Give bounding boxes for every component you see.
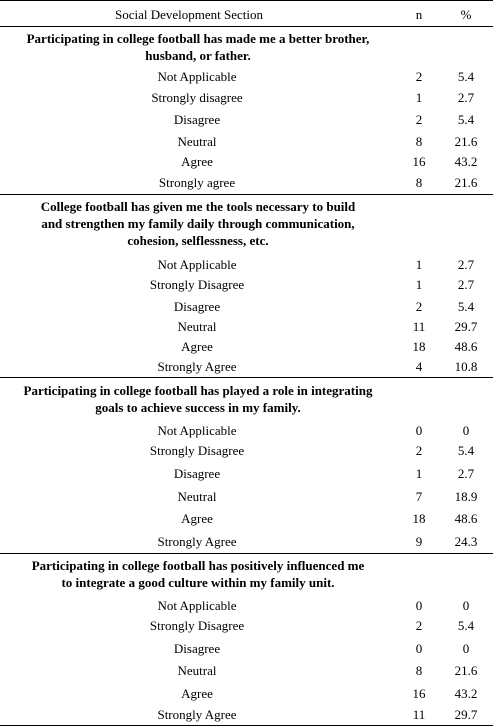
q4-row-pct: 0 bbox=[462, 598, 470, 613]
q1-row-pct: 5.4 bbox=[457, 69, 475, 84]
q3-row-n: 9 bbox=[415, 534, 423, 549]
q3-row-pct: 0 bbox=[462, 423, 470, 438]
q2-row-pct: 2.7 bbox=[457, 277, 475, 292]
q2-row-n: 4 bbox=[415, 359, 423, 374]
q2-row-label: Agree bbox=[181, 339, 213, 354]
q3-row-n: 1 bbox=[415, 466, 423, 481]
q1-row-label: Not Applicable bbox=[157, 69, 237, 84]
n-column-header: n bbox=[415, 7, 423, 22]
q1-row-n: 1 bbox=[415, 90, 423, 105]
q4-row-label: Disagree bbox=[173, 641, 221, 656]
q4-row-label: Neutral bbox=[177, 663, 217, 678]
q2-row-pct: 48.6 bbox=[454, 339, 478, 354]
question-2-line-2: and strengthen my family daily through c… bbox=[41, 216, 355, 231]
q1-row-pct: 43.2 bbox=[454, 154, 478, 169]
pct-column-header: % bbox=[460, 7, 472, 22]
q3-row-pct: 18.9 bbox=[454, 489, 478, 504]
q2-row-pct: 10.8 bbox=[454, 359, 478, 374]
question-2-line-3: cohesion, selflessness, etc. bbox=[127, 233, 269, 248]
q2-row-n: 2 bbox=[415, 299, 423, 314]
q3-row-n: 2 bbox=[415, 443, 423, 458]
q1-row-label: Agree bbox=[181, 154, 213, 169]
q2-row-pct: 29.7 bbox=[454, 319, 478, 334]
bottom-border bbox=[0, 725, 493, 726]
q3-row-label: Neutral bbox=[177, 489, 217, 504]
q4-row-label: Not Applicable bbox=[157, 598, 237, 613]
q4-row-n: 0 bbox=[415, 641, 423, 656]
q2-row-n: 1 bbox=[415, 257, 423, 272]
question-1-text: Participating in college football has ma… bbox=[0, 30, 396, 64]
q3-row-label: Not Applicable bbox=[157, 423, 237, 438]
question-4-line-1: Participating in college football has po… bbox=[31, 558, 365, 573]
top-border bbox=[0, 0, 493, 1]
q2-row-pct: 5.4 bbox=[457, 299, 475, 314]
q1-row-pct: 5.4 bbox=[457, 112, 475, 127]
q4-row-pct: 29.7 bbox=[454, 707, 478, 722]
q3-row-n: 7 bbox=[415, 489, 423, 504]
q4-row-pct: 43.2 bbox=[454, 686, 478, 701]
q4-row-label: Strongly Disagree bbox=[149, 618, 245, 633]
q1-row-label: Disagree bbox=[173, 112, 221, 127]
q2-row-label: Strongly Disagree bbox=[149, 277, 245, 292]
q4-row-n: 8 bbox=[415, 663, 423, 678]
question-2-text: College football has given me the tools … bbox=[0, 198, 396, 249]
q3-row-label: Strongly Agree bbox=[157, 534, 237, 549]
q4-row-pct: 0 bbox=[462, 641, 470, 656]
q1-row-n: 8 bbox=[415, 175, 423, 190]
q4-row-label: Strongly Agree bbox=[157, 707, 237, 722]
q1-row-n: 8 bbox=[415, 134, 423, 149]
q4-row-n: 16 bbox=[412, 686, 426, 701]
q1-row-n: 2 bbox=[415, 69, 423, 84]
question-3-text: Participating in college football has pl… bbox=[0, 382, 396, 416]
q1-row-label: Neutral bbox=[177, 134, 217, 149]
q2-row-label: Disagree bbox=[173, 299, 221, 314]
q3-row-pct: 5.4 bbox=[457, 443, 475, 458]
header-divider bbox=[0, 26, 493, 27]
group-divider bbox=[0, 194, 493, 195]
q4-row-pct: 5.4 bbox=[457, 618, 475, 633]
q4-row-n: 11 bbox=[412, 707, 426, 722]
q3-row-label: Disagree bbox=[173, 466, 221, 481]
q2-row-label: Not Applicable bbox=[157, 257, 237, 272]
q1-row-n: 2 bbox=[415, 112, 423, 127]
q4-row-n: 0 bbox=[415, 598, 423, 613]
q3-row-label: Strongly Disagree bbox=[149, 443, 245, 458]
q3-row-label: Agree bbox=[181, 511, 213, 526]
question-4-line-2: to integrate a good culture within my fa… bbox=[61, 575, 335, 590]
q4-row-n: 2 bbox=[415, 618, 423, 633]
q2-row-pct: 2.7 bbox=[457, 257, 475, 272]
q4-row-label: Agree bbox=[181, 686, 213, 701]
q3-row-pct: 24.3 bbox=[454, 534, 478, 549]
question-1-line-1: Participating in college football has ma… bbox=[26, 31, 370, 46]
q2-row-n: 1 bbox=[415, 277, 423, 292]
q2-row-n: 18 bbox=[412, 339, 426, 354]
question-3-line-2: goals to achieve success in my family. bbox=[95, 400, 301, 415]
question-4-text: Participating in college football has po… bbox=[0, 557, 396, 591]
q1-row-label: Strongly agree bbox=[158, 175, 236, 190]
q1-row-pct: 2.7 bbox=[457, 90, 475, 105]
q3-row-n: 18 bbox=[412, 511, 426, 526]
q3-row-pct: 2.7 bbox=[457, 466, 475, 481]
group-divider bbox=[0, 553, 493, 554]
q1-row-pct: 21.6 bbox=[454, 134, 478, 149]
q3-row-n: 0 bbox=[415, 423, 423, 438]
q4-row-pct: 21.6 bbox=[454, 663, 478, 678]
question-2-line-1: College football has given me the tools … bbox=[40, 199, 356, 214]
q1-row-pct: 21.6 bbox=[454, 175, 478, 190]
q1-row-label: Strongly disagree bbox=[151, 90, 243, 105]
q2-row-label: Neutral bbox=[177, 319, 217, 334]
q3-row-pct: 48.6 bbox=[454, 511, 478, 526]
q2-row-label: Strongly Agree bbox=[157, 359, 237, 374]
q1-row-n: 16 bbox=[412, 154, 426, 169]
q2-row-n: 11 bbox=[412, 319, 426, 334]
question-1-line-2: husband, or father. bbox=[145, 48, 251, 63]
group-divider bbox=[0, 377, 493, 378]
section-header: Social Development Section bbox=[115, 7, 264, 22]
question-3-line-1: Participating in college football has pl… bbox=[23, 383, 373, 398]
